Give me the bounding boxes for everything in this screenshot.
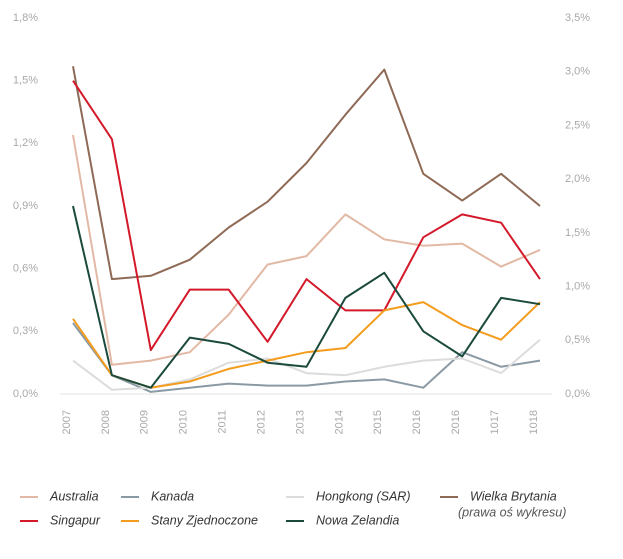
x-tick-label: 2009 [139,410,151,434]
series-line [72,66,541,281]
y2-tick-label: 3,5% [565,12,590,24]
series-line [72,205,541,389]
y-tick-label: 1,5% [13,75,38,87]
legend-note: (prawa oś wykresu) [458,505,566,519]
y-tick-label: 0,6% [13,263,38,275]
x-tick-label: 2007 [61,410,73,434]
series-line [72,322,541,393]
y-tick-label: 0,9% [13,200,38,212]
y-tick-label: 0,0% [13,388,38,400]
y2-tick-label: 1,0% [565,280,590,292]
x-tick-label: 2010 [178,410,190,434]
legend-label: Hongkong (SAR) [316,489,411,503]
x-tick-label: 1017 [489,410,501,434]
x-tick-label: 2008 [100,410,112,434]
legend-label: Kanada [151,489,194,503]
y2-tick-label: 1,5% [565,227,590,239]
y2-tick-label: 3,0% [565,66,590,78]
legend-label: Wielka Brytania [470,489,557,503]
y2-tick-label: 0,0% [565,388,590,400]
legend-label: Australia [49,489,99,503]
y2-tick-label: 2,5% [565,119,590,131]
y2-tick-label: 0,5% [565,334,590,346]
x-tick-label: 2016 [450,410,462,434]
x-tick-label: 2013 [294,410,306,434]
x-tick-label: 2012 [255,410,267,434]
y-tick-label: 1,2% [13,137,38,149]
x-tick-label: 2011 [217,410,229,434]
y-tick-label: 1,8% [13,12,38,24]
y-tick-label: 0,3% [13,325,38,337]
x-tick-label: 1018 [528,410,540,434]
x-tick-label: 2014 [333,410,345,434]
legend-label: Nowa Zelandia [316,513,399,527]
series-line [72,80,541,352]
series-line [72,338,541,391]
x-tick-label: 2015 [372,410,384,434]
series-line [72,134,541,366]
legend-label: Stany Zjednoczone [151,513,258,527]
legend-label: Singapur [50,513,101,527]
x-tick-label: 2016 [411,410,423,434]
y2-tick-label: 2,0% [565,173,590,185]
